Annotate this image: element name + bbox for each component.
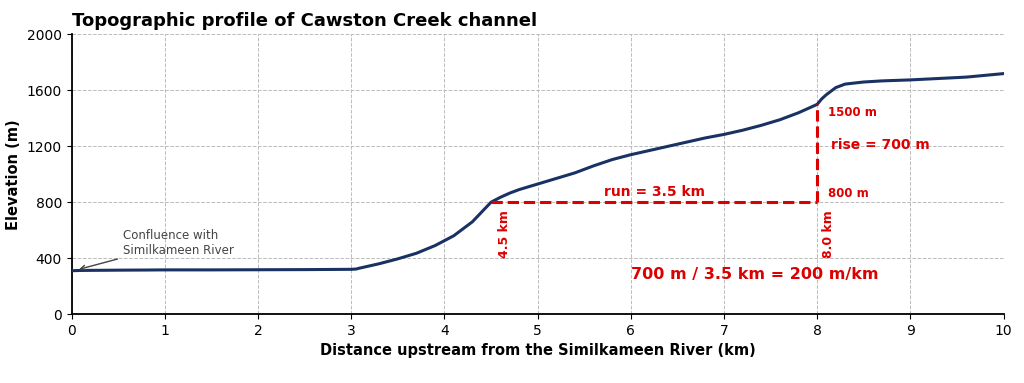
- Text: 4.5 km: 4.5 km: [499, 211, 511, 259]
- X-axis label: Distance upstream from the Similkameen River (km): Distance upstream from the Similkameen R…: [319, 343, 756, 358]
- Text: 1500 m: 1500 m: [828, 106, 878, 119]
- Text: 700 m / 3.5 km = 200 m/km: 700 m / 3.5 km = 200 m/km: [631, 267, 879, 282]
- Text: Topographic profile of Cawston Creek channel: Topographic profile of Cawston Creek cha…: [72, 12, 537, 30]
- Y-axis label: Elevation (m): Elevation (m): [6, 119, 22, 229]
- Text: run = 3.5 km: run = 3.5 km: [603, 185, 705, 199]
- Text: Confluence with
Similkameen River: Confluence with Similkameen River: [81, 229, 233, 270]
- Text: 8.0 km: 8.0 km: [822, 211, 835, 259]
- Text: 800 m: 800 m: [828, 187, 869, 200]
- Text: rise = 700 m: rise = 700 m: [831, 138, 930, 152]
